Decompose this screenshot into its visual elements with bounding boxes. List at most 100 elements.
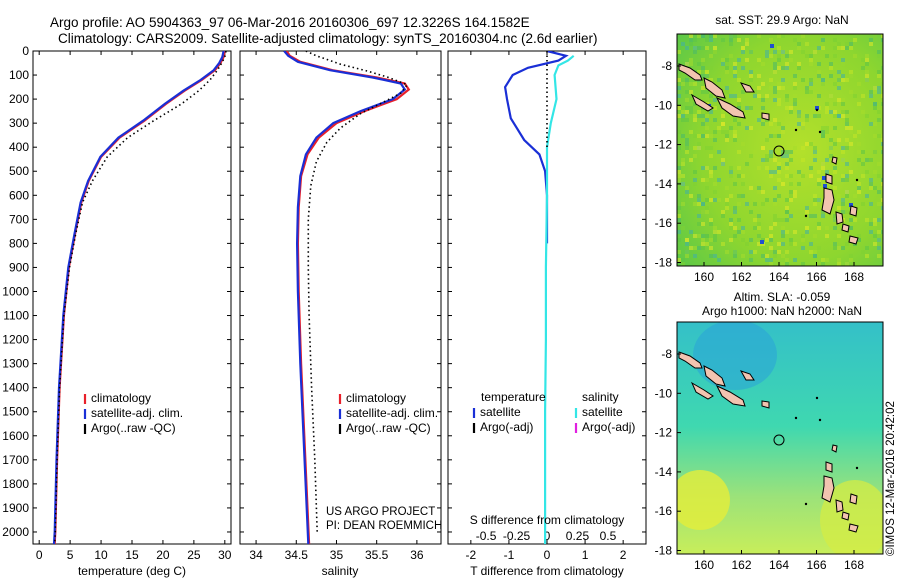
sst-pixel [745, 58, 749, 62]
sst-pixel [685, 106, 689, 110]
sst-pixel [821, 214, 825, 218]
sst-pixel [721, 210, 725, 214]
sst-pixel [833, 38, 837, 42]
t-xtick-label: 20 [156, 548, 170, 562]
series-line-argo-raw-qc- [305, 51, 409, 533]
sst-pixel [877, 70, 881, 74]
sst-pixel [709, 154, 713, 158]
map-xtick-label: 168 [844, 558, 864, 572]
sst-pixel [769, 150, 773, 154]
difference-axes-frame [447, 50, 647, 545]
sst-pixel [677, 78, 681, 82]
sst-pixel [725, 70, 729, 74]
imos-stamp: ©IMOS 12-Mar-2016 20:42:02 [885, 401, 897, 556]
sst-pixel [777, 178, 781, 182]
sst-pixel [841, 46, 845, 50]
t-ytick-label: 2000 [2, 525, 29, 539]
sst-pixel [697, 146, 701, 150]
sst-pixel [801, 238, 805, 242]
sst-pixel [869, 122, 873, 126]
sst-pixel [821, 166, 825, 170]
sst-pixel [869, 90, 873, 94]
legend-label: Argo(..raw -QC) [91, 421, 176, 435]
sst-pixel [809, 250, 813, 254]
sst-pixel [749, 106, 753, 110]
d-xtick-top-label: 0 [544, 529, 551, 543]
sst-pixel [789, 174, 793, 178]
sst-pixel [781, 254, 785, 258]
salinity-xlabel: salinity [322, 564, 359, 578]
sst-pixel [709, 238, 713, 242]
sst-pixel [841, 78, 845, 82]
sst-pixel [693, 134, 697, 138]
map-ytick-label: -14 [655, 465, 673, 479]
sst-pixel [709, 38, 713, 42]
sst-pixel [877, 118, 881, 122]
sst-pixel [761, 254, 765, 258]
sst-pixel [681, 114, 685, 118]
legend-label: satellite-adj. clim. [91, 406, 183, 420]
sst-pixel [841, 202, 845, 206]
sst-pixel [813, 150, 817, 154]
islet-dot [855, 466, 859, 470]
legend-label: satellite [582, 405, 623, 419]
sst-pixel [821, 130, 825, 134]
sst-pixel [837, 206, 841, 210]
series-line-salinity-satellite [544, 54, 575, 544]
sst-pixel [881, 134, 883, 138]
sst-pixel [849, 70, 853, 74]
sst-pixel [685, 238, 689, 242]
sst-pixel [841, 178, 845, 182]
sst-pixel [689, 230, 693, 234]
sst-pixel [685, 118, 689, 122]
sst-pixel [733, 118, 737, 122]
sst-pixel [677, 214, 681, 218]
sst-pixel [689, 62, 693, 66]
sst-pixel [785, 210, 789, 214]
sst-pixel [681, 106, 685, 110]
sst-pixel [809, 62, 813, 66]
sst-pixel [817, 62, 821, 66]
sst-pixel [829, 110, 833, 114]
sst-pixel [825, 110, 829, 114]
sst-pixel [789, 190, 793, 194]
sst-pixel [729, 38, 733, 42]
sst-pixel [817, 222, 821, 226]
sst-pixel [741, 66, 745, 70]
sst-pixel [837, 262, 841, 266]
sst-pixel [685, 78, 689, 82]
sst-pixel [713, 46, 717, 50]
sst-pixel [825, 54, 829, 58]
sst-pixel [877, 110, 881, 114]
sst-pixel [729, 126, 733, 130]
sst-pixel [745, 242, 749, 246]
sst-pixel [781, 182, 785, 186]
sst-pixel [693, 38, 697, 42]
map-ytick-label: -8 [661, 59, 672, 73]
sst-pixel [725, 206, 729, 210]
sst-pixel [821, 258, 825, 262]
sst-pixel [685, 138, 689, 142]
island-shape [821, 187, 835, 215]
sst-pixel [845, 210, 849, 214]
sst-pixel [729, 42, 733, 46]
sst-pixel [849, 142, 853, 146]
sst-pixel [761, 62, 765, 66]
sst-pixel [833, 46, 837, 50]
sst-pixel [725, 186, 729, 190]
sst-pixel [837, 258, 841, 262]
sst-pixel [769, 174, 773, 178]
sst-pixel [777, 34, 781, 38]
sst-pixel [873, 222, 877, 226]
islet-dot [794, 128, 798, 132]
sst-pixel [837, 234, 841, 238]
sst-pixel [845, 46, 849, 50]
map-xtick-label: 162 [731, 270, 751, 284]
sst-pixel [733, 62, 737, 66]
sst-pixel [709, 66, 713, 70]
sst-pixel [701, 90, 705, 94]
sst-pixel [781, 262, 785, 266]
sst-pixel [849, 226, 853, 230]
sst-pixel [677, 178, 681, 182]
sst-pixel [813, 234, 817, 238]
